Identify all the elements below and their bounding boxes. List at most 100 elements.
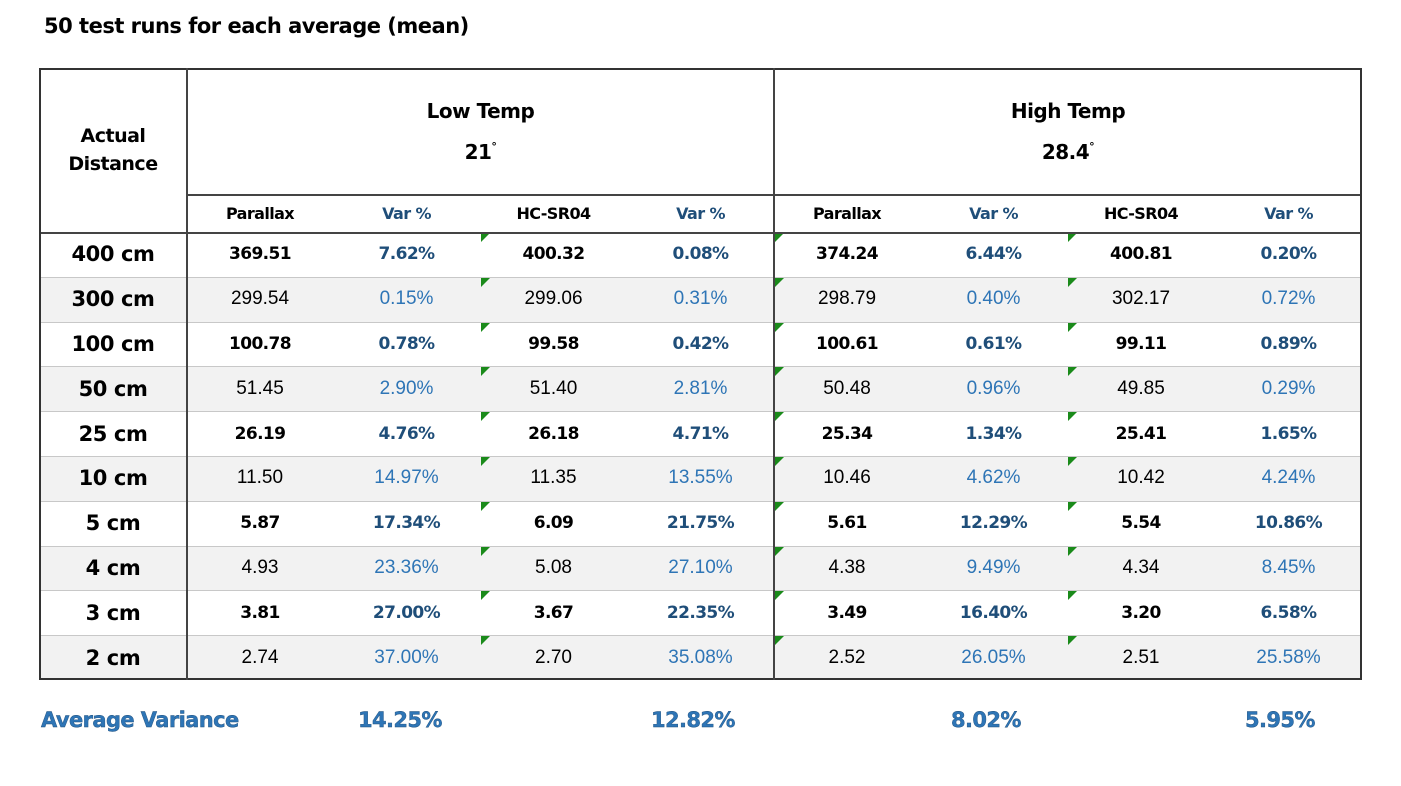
cell-var-parallax-low[interactable]: 23.36% — [333, 545, 480, 591]
comment-marker-icon[interactable] — [775, 546, 784, 556]
cell-var-hcsr04-high[interactable]: 6.58% — [1215, 590, 1362, 636]
cell-var-hcsr04-low[interactable]: 0.31% — [627, 276, 774, 322]
cell-parallax-low[interactable]: 2.74 — [187, 635, 333, 680]
cell-hcsr04-high[interactable]: 3.20 — [1067, 590, 1215, 636]
cell-parallax-high[interactable]: 100.61 — [774, 321, 920, 367]
cell-parallax-high[interactable]: 50.48 — [774, 366, 920, 412]
comment-marker-icon[interactable] — [1068, 457, 1077, 466]
cell-parallax-high[interactable]: 5.61 — [774, 500, 920, 546]
cell-parallax-low[interactable]: 3.81 — [187, 590, 333, 636]
cell-hcsr04-high[interactable]: 4.34 — [1067, 545, 1215, 591]
comment-marker-icon[interactable] — [1068, 591, 1077, 601]
comment-marker-icon[interactable] — [1068, 322, 1077, 332]
cell-parallax-low[interactable]: 11.50 — [187, 456, 333, 501]
cell-hcsr04-high[interactable]: 49.85 — [1067, 366, 1215, 412]
cell-var-parallax-high[interactable]: 9.49% — [920, 545, 1067, 591]
cell-var-parallax-high[interactable]: 1.34% — [920, 411, 1067, 456]
comment-marker-icon[interactable] — [1068, 412, 1077, 422]
cell-hcsr04-low[interactable]: 11.35 — [480, 456, 627, 501]
comment-marker-icon[interactable] — [481, 367, 490, 377]
cell-var-hcsr04-low[interactable]: 27.10% — [627, 545, 774, 591]
cell-var-parallax-high[interactable]: 0.61% — [920, 321, 1067, 367]
comment-marker-icon[interactable] — [775, 367, 784, 377]
comment-marker-icon[interactable] — [481, 412, 490, 422]
comment-marker-icon[interactable] — [481, 591, 490, 601]
comment-marker-icon[interactable] — [775, 591, 784, 601]
cell-var-hcsr04-high[interactable]: 25.58% — [1215, 635, 1362, 680]
cell-var-parallax-low[interactable]: 7.62% — [333, 232, 480, 277]
comment-marker-icon[interactable] — [775, 501, 784, 511]
cell-var-hcsr04-low[interactable]: 35.08% — [627, 635, 774, 680]
cell-var-hcsr04-high[interactable]: 4.24% — [1215, 456, 1362, 501]
comment-marker-icon[interactable] — [481, 457, 490, 466]
comment-marker-icon[interactable] — [775, 233, 784, 242]
comment-marker-icon[interactable] — [1068, 501, 1077, 511]
comment-marker-icon[interactable] — [481, 636, 490, 646]
cell-var-parallax-high[interactable]: 26.05% — [920, 635, 1067, 680]
cell-hcsr04-high[interactable]: 10.42 — [1067, 456, 1215, 501]
comment-marker-icon[interactable] — [775, 457, 784, 466]
cell-var-hcsr04-high[interactable]: 0.72% — [1215, 276, 1362, 322]
cell-var-hcsr04-high[interactable]: 10.86% — [1215, 500, 1362, 546]
cell-var-hcsr04-low[interactable]: 4.71% — [627, 411, 774, 456]
cell-var-parallax-low[interactable]: 14.97% — [333, 456, 480, 501]
cell-hcsr04-low[interactable]: 299.06 — [480, 276, 627, 322]
comment-marker-icon[interactable] — [1068, 546, 1077, 556]
comment-marker-icon[interactable] — [481, 233, 490, 242]
cell-hcsr04-high[interactable]: 302.17 — [1067, 276, 1215, 322]
cell-var-parallax-high[interactable]: 0.40% — [920, 276, 1067, 322]
cell-hcsr04-high[interactable]: 5.54 — [1067, 500, 1215, 546]
cell-var-parallax-low[interactable]: 4.76% — [333, 411, 480, 456]
cell-var-hcsr04-high[interactable]: 0.20% — [1215, 232, 1362, 277]
cell-parallax-low[interactable]: 369.51 — [187, 232, 333, 277]
cell-hcsr04-low[interactable]: 3.67 — [480, 590, 627, 636]
cell-var-parallax-low[interactable]: 17.34% — [333, 500, 480, 546]
cell-var-parallax-low[interactable]: 0.15% — [333, 276, 480, 322]
cell-hcsr04-low[interactable]: 99.58 — [480, 321, 627, 367]
cell-var-parallax-high[interactable]: 0.96% — [920, 366, 1067, 412]
cell-var-parallax-low[interactable]: 0.78% — [333, 321, 480, 367]
cell-hcsr04-low[interactable]: 26.18 — [480, 411, 627, 456]
cell-parallax-low[interactable]: 51.45 — [187, 366, 333, 412]
cell-var-hcsr04-low[interactable]: 2.81% — [627, 366, 774, 412]
cell-parallax-high[interactable]: 2.52 — [774, 635, 920, 680]
cell-var-parallax-low[interactable]: 37.00% — [333, 635, 480, 680]
cell-var-hcsr04-low[interactable]: 21.75% — [627, 500, 774, 546]
comment-marker-icon[interactable] — [775, 277, 784, 287]
cell-parallax-low[interactable]: 5.87 — [187, 500, 333, 546]
cell-var-hcsr04-low[interactable]: 13.55% — [627, 456, 774, 501]
cell-var-parallax-high[interactable]: 4.62% — [920, 456, 1067, 501]
comment-marker-icon[interactable] — [1068, 367, 1077, 377]
cell-var-parallax-high[interactable]: 16.40% — [920, 590, 1067, 636]
cell-var-hcsr04-low[interactable]: 22.35% — [627, 590, 774, 636]
cell-parallax-low[interactable]: 4.93 — [187, 545, 333, 591]
comment-marker-icon[interactable] — [481, 277, 490, 287]
cell-hcsr04-high[interactable]: 25.41 — [1067, 411, 1215, 456]
cell-parallax-high[interactable]: 25.34 — [774, 411, 920, 456]
cell-hcsr04-low[interactable]: 5.08 — [480, 545, 627, 591]
cell-parallax-high[interactable]: 374.24 — [774, 232, 920, 277]
cell-hcsr04-high[interactable]: 99.11 — [1067, 321, 1215, 367]
cell-parallax-high[interactable]: 10.46 — [774, 456, 920, 501]
cell-var-parallax-high[interactable]: 12.29% — [920, 500, 1067, 546]
cell-var-hcsr04-low[interactable]: 0.08% — [627, 232, 774, 277]
cell-parallax-high[interactable]: 4.38 — [774, 545, 920, 591]
cell-hcsr04-high[interactable]: 400.81 — [1067, 232, 1215, 277]
comment-marker-icon[interactable] — [775, 636, 784, 646]
cell-var-hcsr04-low[interactable]: 0.42% — [627, 321, 774, 367]
cell-var-parallax-high[interactable]: 6.44% — [920, 232, 1067, 277]
cell-hcsr04-low[interactable]: 6.09 — [480, 500, 627, 546]
cell-var-hcsr04-high[interactable]: 8.45% — [1215, 545, 1362, 591]
cell-hcsr04-low[interactable]: 400.32 — [480, 232, 627, 277]
cell-var-hcsr04-high[interactable]: 0.29% — [1215, 366, 1362, 412]
cell-parallax-low[interactable]: 26.19 — [187, 411, 333, 456]
comment-marker-icon[interactable] — [1068, 277, 1077, 287]
cell-hcsr04-high[interactable]: 2.51 — [1067, 635, 1215, 680]
comment-marker-icon[interactable] — [1068, 636, 1077, 646]
cell-var-hcsr04-high[interactable]: 0.89% — [1215, 321, 1362, 367]
comment-marker-icon[interactable] — [775, 322, 784, 332]
cell-hcsr04-low[interactable]: 2.70 — [480, 635, 627, 680]
comment-marker-icon[interactable] — [775, 412, 784, 422]
cell-var-parallax-low[interactable]: 2.90% — [333, 366, 480, 412]
comment-marker-icon[interactable] — [481, 546, 490, 556]
